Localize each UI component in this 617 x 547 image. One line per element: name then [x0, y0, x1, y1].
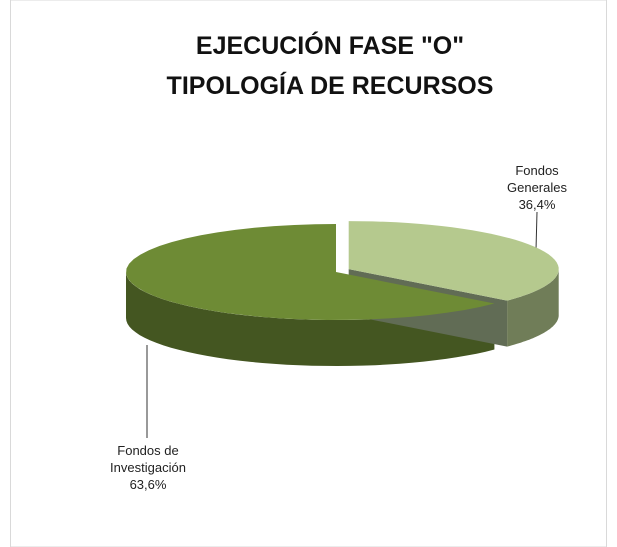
value-label: 63,6% [129, 477, 167, 492]
slice-label: Fondos Generales [507, 163, 567, 195]
slice [348, 221, 559, 301]
chart-title: EJECUCIÓN FASE "O" [195, 32, 465, 60]
chart-title: TIPOLOGÍA DE RECURSOS [166, 72, 494, 100]
slice-label: Fondos de Investigación [110, 443, 186, 475]
slice [126, 224, 495, 320]
frame [10, 0, 607, 547]
leader-line [535, 211, 538, 251]
slice-side [507, 269, 559, 347]
value-label: 36,4% [518, 197, 556, 212]
slice-side [126, 272, 495, 366]
